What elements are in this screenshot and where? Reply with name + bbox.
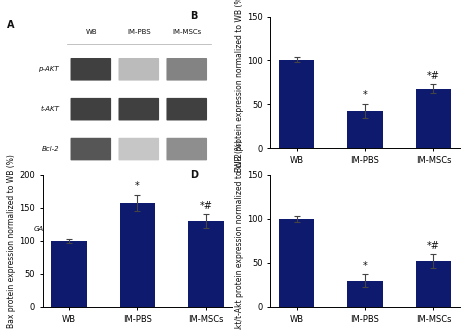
FancyBboxPatch shape [71,98,111,120]
FancyBboxPatch shape [118,58,159,81]
Bar [279,219,314,307]
Text: IM-PBS: IM-PBS [128,29,151,35]
FancyBboxPatch shape [166,98,207,120]
Text: *: * [363,90,367,100]
FancyBboxPatch shape [166,178,207,200]
FancyBboxPatch shape [118,98,159,120]
Bar [119,203,155,307]
Bar [416,89,451,148]
Bar [51,241,87,307]
Y-axis label: p-Akt/t-Akt protein expression normalized to WB (%): p-Akt/t-Akt protein expression normalize… [235,140,244,330]
Text: t-AKT: t-AKT [40,106,59,112]
Text: *#: *# [427,241,440,251]
Bar [347,280,383,307]
FancyBboxPatch shape [71,138,111,160]
Text: *: * [363,261,367,271]
FancyBboxPatch shape [71,217,111,240]
Text: p-AKT: p-AKT [38,66,59,72]
Y-axis label: Bcl-2 protein expression normalized to WB (%): Bcl-2 protein expression normalized to W… [235,0,244,172]
FancyBboxPatch shape [71,178,111,200]
Text: Bcl-2: Bcl-2 [41,146,59,152]
Text: A: A [7,19,14,30]
Text: *#: *# [427,71,440,81]
Text: WB: WB [85,29,97,35]
FancyBboxPatch shape [166,58,207,81]
Text: IM-MSCs: IM-MSCs [173,29,202,35]
Y-axis label: Bax protein expression normalized to WB (%): Bax protein expression normalized to WB … [8,154,17,328]
Text: D: D [191,170,199,180]
FancyBboxPatch shape [166,217,207,240]
Bar [416,261,451,307]
Bar [279,60,314,148]
FancyBboxPatch shape [118,178,159,200]
Text: Bax: Bax [46,186,59,192]
Bar [188,221,224,307]
FancyBboxPatch shape [118,138,159,160]
FancyBboxPatch shape [166,138,207,160]
Text: GAPDH: GAPDH [34,226,59,232]
Text: *: * [135,182,140,191]
Text: B: B [191,11,198,21]
FancyBboxPatch shape [71,58,111,81]
Text: *#: *# [200,201,212,211]
FancyBboxPatch shape [118,217,159,240]
Bar [347,111,383,148]
